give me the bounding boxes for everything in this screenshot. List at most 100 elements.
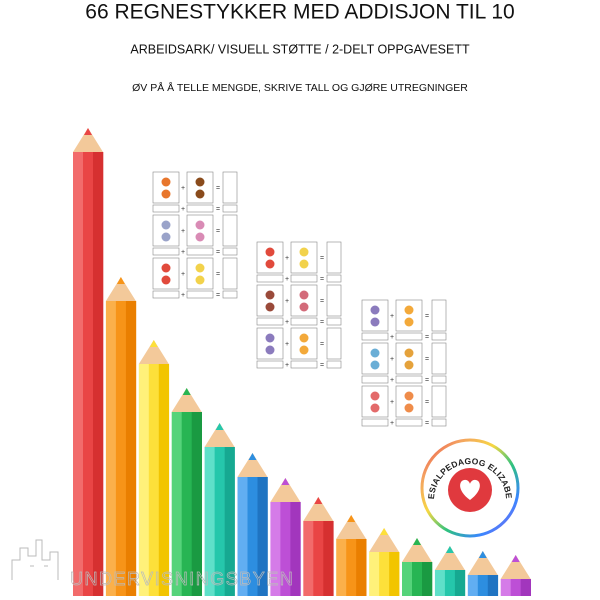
pencil-body <box>434 570 446 596</box>
answer-number-box <box>431 418 447 427</box>
equals-sign: = <box>425 399 429 406</box>
pencil-scallop <box>477 571 488 575</box>
answer-box <box>431 299 447 332</box>
plus-sign: + <box>285 255 289 262</box>
pencil-point <box>281 478 290 485</box>
equals-sign: = <box>425 356 429 363</box>
number-box <box>256 274 284 283</box>
equals-sign: = <box>425 334 429 341</box>
pencils <box>73 128 531 596</box>
picture-icon <box>161 232 171 242</box>
pencil-wood <box>237 453 268 477</box>
equals-sign: = <box>425 313 429 320</box>
answer-box <box>431 342 447 375</box>
plus-sign: + <box>285 298 289 305</box>
pencil-scallop <box>158 360 169 364</box>
pencil-scallop <box>270 498 281 502</box>
pencil-body <box>105 301 117 596</box>
number-box <box>152 247 180 256</box>
picture-icon <box>195 263 205 273</box>
number-box <box>186 290 214 299</box>
pencil-point <box>248 453 257 460</box>
answer-number-box <box>222 204 238 213</box>
pencil-body <box>346 539 357 596</box>
pencil-scallop <box>510 575 521 579</box>
pencil-point <box>182 388 191 395</box>
pencil-body <box>454 570 466 596</box>
pencil-scallop <box>237 473 248 477</box>
pencil-body <box>487 575 499 596</box>
picture-icon <box>161 263 171 273</box>
equals-sign: = <box>320 319 324 326</box>
pencil-scallop <box>467 571 478 575</box>
answer-number-box <box>431 375 447 384</box>
equals-sign: = <box>216 228 220 235</box>
picture-icon <box>370 305 380 315</box>
pencil-wood <box>467 551 498 575</box>
pencil-point <box>380 528 389 535</box>
heart-icon <box>460 479 480 500</box>
pencil-scallop <box>290 498 301 502</box>
number-box <box>290 317 318 326</box>
pencil-scallop <box>148 360 159 364</box>
picture-icon <box>161 189 171 199</box>
answer-number-box <box>431 332 447 341</box>
pencil-scallop <box>454 566 465 570</box>
plus-sign: + <box>390 334 394 341</box>
pencil-scallop <box>73 148 83 152</box>
pencil-body <box>323 521 334 596</box>
pencil-body <box>224 447 235 596</box>
pencil-scallop <box>369 548 380 552</box>
pencil <box>73 128 104 596</box>
pencil-body <box>73 152 84 596</box>
pencil-scallop <box>93 148 103 152</box>
pencil-scallop <box>171 408 182 412</box>
pencil-scallop <box>115 297 126 301</box>
pencil <box>369 528 400 596</box>
pencil-point <box>347 515 356 522</box>
answer-box <box>326 327 342 360</box>
pencil-wood <box>336 515 367 539</box>
watermark-text: UNDERVISNINGSBYEN <box>70 569 294 589</box>
plus-sign: + <box>181 228 185 235</box>
pencil <box>270 478 301 596</box>
pencil <box>402 538 433 596</box>
pencil-body <box>115 301 127 596</box>
pencil-point <box>314 497 323 504</box>
pencil-body <box>313 521 324 596</box>
worksheet: + = + = + = + = + = + = <box>152 171 238 299</box>
answer-box <box>222 214 238 247</box>
number-box <box>186 204 214 213</box>
picture-icon <box>370 348 380 358</box>
picture-box <box>361 342 389 375</box>
equals-sign: = <box>320 255 324 262</box>
picture-icon <box>265 247 275 257</box>
pencil-scallop <box>204 443 215 447</box>
pencil-wood <box>171 388 202 412</box>
pencil-body <box>93 152 104 596</box>
picture-icon <box>265 333 275 343</box>
pencil-body <box>510 579 521 596</box>
pencil-scallop <box>313 517 324 521</box>
title: 66 REGNESTYKKER MED ADDISJON TIL 10 <box>85 1 514 24</box>
pencil-wood <box>105 277 136 301</box>
pencil-body <box>270 502 281 596</box>
pencil <box>237 453 268 596</box>
pencil-point <box>84 128 92 135</box>
picture-icon <box>195 177 205 187</box>
pencil-wood <box>138 340 169 364</box>
equals-sign: = <box>216 271 220 278</box>
pencil-body <box>83 152 94 596</box>
pencil-point <box>149 340 158 347</box>
pencil-body <box>422 562 433 596</box>
plus-sign: + <box>390 377 394 384</box>
picture-icon <box>195 189 205 199</box>
pencil-scallop <box>323 517 334 521</box>
pencil-scallop <box>181 408 192 412</box>
number-box <box>361 332 389 341</box>
pencil-scallop <box>402 558 412 562</box>
picture-icon <box>299 345 309 355</box>
plus-sign: + <box>181 249 185 256</box>
pencil-scallop <box>138 360 149 364</box>
